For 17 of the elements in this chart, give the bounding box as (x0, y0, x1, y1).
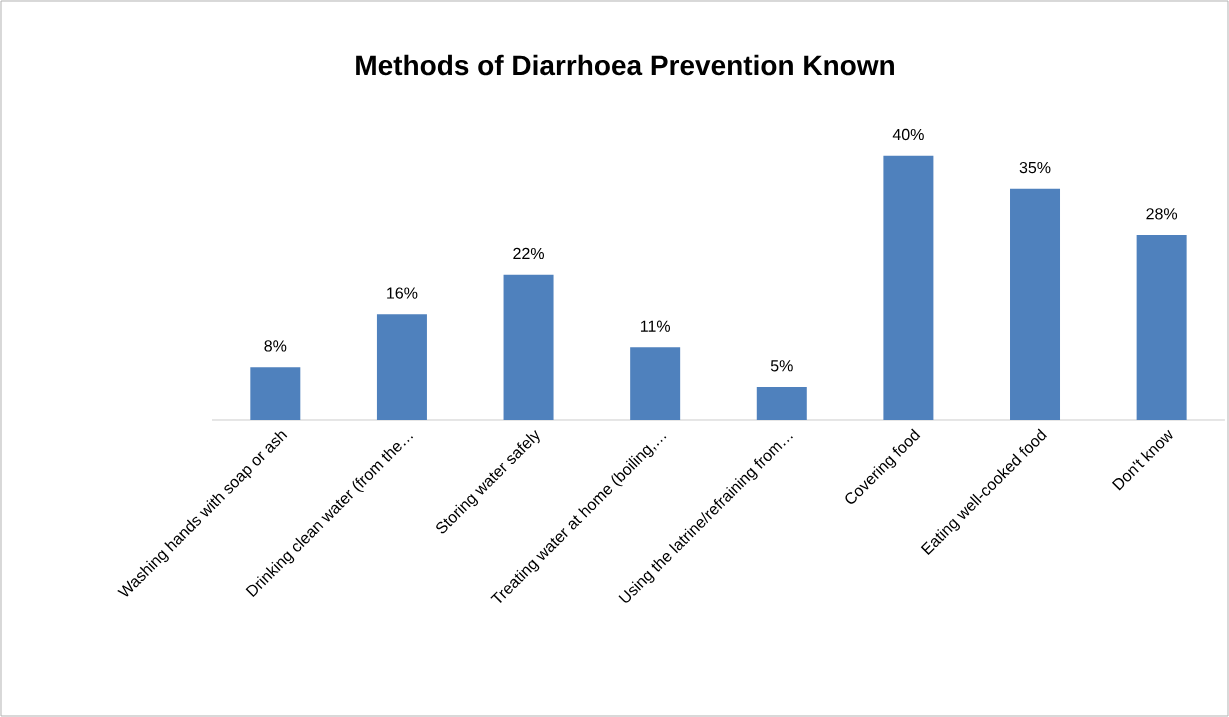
data-label: 28% (1146, 208, 1178, 220)
chart-title: Methods of Diarrhoea Prevention Known (356, 54, 894, 76)
data-label: 5% (770, 360, 793, 372)
data-label: 40% (892, 128, 924, 141)
bar (250, 367, 301, 420)
data-label: 22% (513, 247, 544, 260)
bar (630, 347, 681, 420)
bar (756, 386, 807, 420)
data-label: 8% (264, 340, 287, 352)
bar (1136, 234, 1187, 420)
data-label: 11% (640, 320, 671, 332)
data-label: 16% (387, 287, 418, 299)
bar (376, 314, 427, 420)
bar (883, 155, 934, 420)
bar (1010, 188, 1061, 420)
bar (503, 274, 554, 420)
data-label: 35% (1019, 161, 1051, 174)
